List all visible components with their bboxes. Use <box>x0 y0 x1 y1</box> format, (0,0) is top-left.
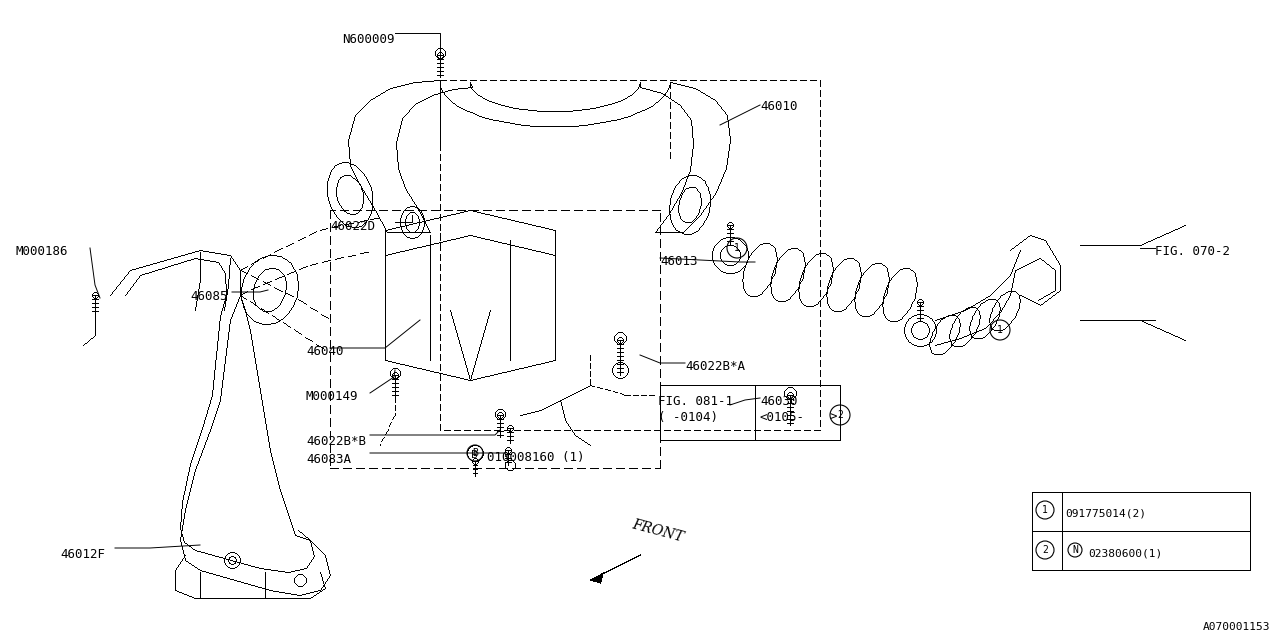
Text: 091775014(2): 091775014(2) <box>1065 509 1146 519</box>
Text: 46013: 46013 <box>660 255 698 268</box>
Text: >: > <box>829 411 837 424</box>
Text: 1: 1 <box>997 325 1004 335</box>
Text: <0105-: <0105- <box>760 411 805 424</box>
Text: 46085: 46085 <box>189 290 228 303</box>
Text: 1: 1 <box>733 243 740 253</box>
Text: B: B <box>472 448 477 458</box>
Text: 1: 1 <box>1042 505 1048 515</box>
Text: ( -0104): ( -0104) <box>658 411 718 424</box>
Text: N: N <box>1073 545 1078 555</box>
Text: M000149: M000149 <box>306 390 358 403</box>
Text: 46022B*A: 46022B*A <box>685 360 745 373</box>
Text: 46022D: 46022D <box>330 220 375 233</box>
Text: FIG. 081-1: FIG. 081-1 <box>658 395 733 408</box>
Text: FIG. 070-2: FIG. 070-2 <box>1155 245 1230 258</box>
Text: 46030: 46030 <box>760 395 797 408</box>
Text: 2: 2 <box>837 410 844 420</box>
Text: 010008160 (1): 010008160 (1) <box>486 451 585 463</box>
Text: 2: 2 <box>1042 545 1048 555</box>
Text: 46010: 46010 <box>760 100 797 113</box>
Text: M000186: M000186 <box>15 245 68 258</box>
Text: 46012F: 46012F <box>60 548 105 561</box>
Text: FRONT: FRONT <box>630 518 685 545</box>
Text: N600009: N600009 <box>342 33 394 46</box>
Text: 46040: 46040 <box>306 345 343 358</box>
Text: 46022B*B: 46022B*B <box>306 435 366 448</box>
Text: 46083A: 46083A <box>306 453 351 466</box>
Text: 02380600(1): 02380600(1) <box>1088 549 1162 559</box>
Text: A070001153: A070001153 <box>1202 622 1270 632</box>
